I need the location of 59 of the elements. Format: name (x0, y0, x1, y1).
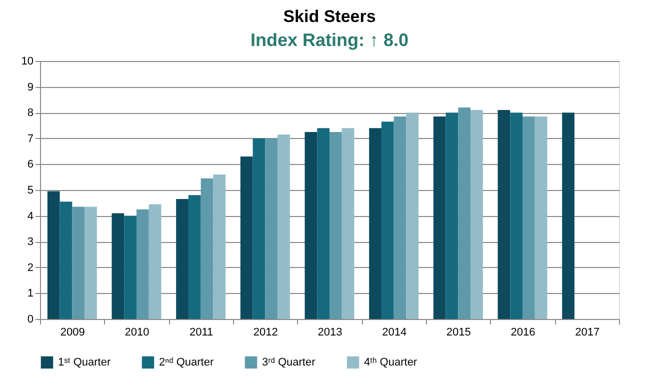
bar (406, 112, 419, 319)
x-tick-label: 2011 (190, 326, 214, 338)
bar (317, 128, 330, 319)
y-tick-label: 1 (27, 288, 34, 300)
bar (148, 204, 162, 319)
bar (381, 122, 394, 319)
bar (72, 206, 85, 319)
legend-label: 2ⁿᵈ Quarter (159, 356, 214, 368)
x-tick-label: 2010 (124, 326, 150, 338)
y-tick-label: 0 (27, 314, 34, 326)
legend-label: 1ˢᵗ Quarter (58, 356, 111, 368)
legend-label: 3ʳᵈ Quarter (262, 356, 316, 368)
bar (394, 116, 406, 319)
x-tick-label: 2013 (318, 326, 342, 338)
bar (562, 112, 574, 319)
bar (188, 195, 201, 319)
chart-subtitle: Index Rating: ↑ 8.0 (250, 30, 409, 50)
bar (330, 132, 342, 319)
y-tick-label: 10 (21, 56, 34, 68)
x-tick-label: 2009 (60, 326, 85, 338)
bar (534, 116, 548, 319)
x-tick-label: 2015 (446, 326, 471, 338)
x-tick-label: 2017 (575, 326, 600, 338)
bar (84, 206, 97, 319)
y-tick-label: 9 (27, 81, 34, 94)
y-tick-label: 5 (27, 184, 34, 196)
y-tick-label: 6 (27, 158, 34, 171)
bar (342, 128, 354, 319)
bar (522, 116, 535, 319)
bar (252, 138, 266, 319)
y-tick-label: 3 (27, 236, 34, 248)
y-tick-label: 7 (27, 132, 34, 145)
bar (60, 202, 72, 319)
bar (498, 110, 510, 319)
legend-label: 4ᵗʰ Quarter (364, 356, 418, 368)
bar (446, 112, 458, 319)
x-tick-label: 2012 (253, 326, 278, 338)
bar (200, 178, 214, 319)
bar (265, 138, 278, 319)
bar (369, 128, 382, 319)
x-tick-label: 2014 (382, 326, 407, 338)
y-tick-label: 2 (27, 262, 34, 274)
bar (240, 156, 253, 319)
bar (136, 209, 149, 319)
chart-title: Skid Steers (283, 7, 376, 26)
y-tick-label: 8 (27, 107, 34, 120)
bar (124, 216, 136, 319)
bar (470, 110, 483, 319)
bar (176, 199, 188, 319)
bar (213, 174, 226, 319)
bar (510, 112, 522, 319)
y-tick-label: 4 (27, 210, 34, 222)
bar (47, 191, 60, 319)
bar (433, 116, 446, 319)
bar (458, 107, 471, 319)
bar (304, 132, 318, 319)
bar (112, 213, 124, 319)
x-tick-label: 2016 (510, 326, 536, 338)
bar (278, 134, 290, 319)
